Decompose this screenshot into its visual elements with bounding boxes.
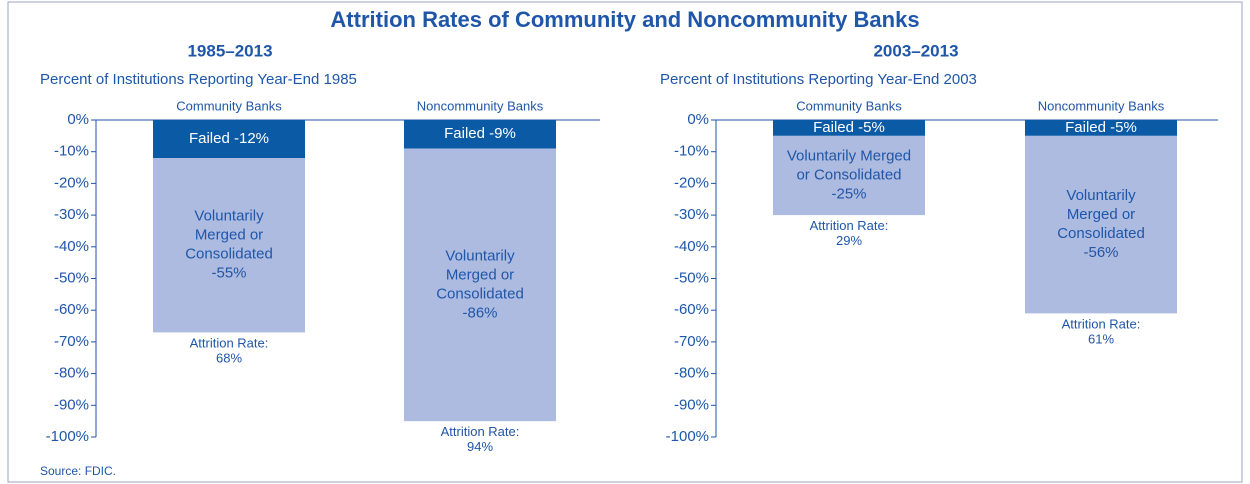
y-tick-label: -20%	[674, 174, 709, 191]
y-tick-label: -40%	[674, 238, 709, 255]
y-tick-label: 0%	[67, 111, 89, 128]
y-axis-label: Percent of Institutions Reporting Year-E…	[660, 71, 977, 88]
y-tick-label: -90%	[674, 396, 709, 413]
y-tick-label: -10%	[54, 143, 89, 160]
y-tick-label: -70%	[674, 333, 709, 350]
y-tick-label: 0%	[687, 111, 709, 128]
category-label: Community Banks	[176, 98, 282, 113]
category-label: Noncommunity Banks	[417, 98, 544, 113]
value-label: Failed -12%	[189, 130, 269, 147]
value-label: Voluntarily Merged or Consolidated -56%	[1057, 187, 1145, 261]
y-tick-label: -70%	[54, 333, 89, 350]
frame	[7, 1, 1243, 483]
bar-segment	[153, 158, 305, 333]
total-label: Attrition Rate: 94%	[441, 425, 520, 455]
value-label: Voluntarily Merged or Consolidated -25%	[787, 147, 911, 202]
y-tick-label: -100%	[666, 428, 709, 445]
bar-segment	[1025, 120, 1177, 136]
y-tick-label: -60%	[674, 301, 709, 318]
category-label: Community Banks	[796, 98, 902, 113]
subtitle: 1985–2013	[187, 41, 272, 60]
chart-title: Attrition Rates of Community and Noncomm…	[330, 7, 919, 32]
y-tick-label: -20%	[54, 174, 89, 191]
subtitle: 2003–2013	[873, 41, 958, 60]
total-label: Attrition Rate: 61%	[1062, 317, 1141, 347]
y-tick-label: -30%	[674, 206, 709, 223]
bar-segment	[1025, 135, 1177, 314]
total-label: Attrition Rate: 29%	[810, 219, 889, 249]
value-label: Failed -5%	[813, 119, 885, 136]
y-tick-label: -80%	[674, 365, 709, 382]
y-tick-label: -50%	[674, 269, 709, 286]
bar-segment	[153, 120, 305, 159]
bar-segment	[773, 120, 925, 136]
value-label: Failed -9%	[444, 125, 516, 142]
total-label: Attrition Rate: 68%	[190, 336, 269, 366]
y-tick-label: -90%	[54, 396, 89, 413]
bar-segment	[773, 135, 925, 216]
y-tick-label: -30%	[54, 206, 89, 223]
y-tick-label: -50%	[54, 269, 89, 286]
y-tick-label: -60%	[54, 301, 89, 318]
y-tick-label: -40%	[54, 238, 89, 255]
category-label: Noncommunity Banks	[1038, 98, 1165, 113]
value-label: Failed -5%	[1065, 119, 1137, 136]
bar-segment	[404, 120, 556, 149]
y-axis-label: Percent of Institutions Reporting Year-E…	[40, 71, 357, 88]
y-tick-label: -10%	[674, 143, 709, 160]
value-label: Voluntarily Merged or Consolidated -86%	[436, 247, 524, 321]
source: Source: FDIC.	[40, 464, 116, 478]
value-label: Voluntarily Merged or Consolidated -55%	[185, 208, 273, 282]
y-tick-label: -80%	[54, 365, 89, 382]
y-tick-label: -100%	[46, 428, 89, 445]
bar-segment	[404, 148, 556, 422]
